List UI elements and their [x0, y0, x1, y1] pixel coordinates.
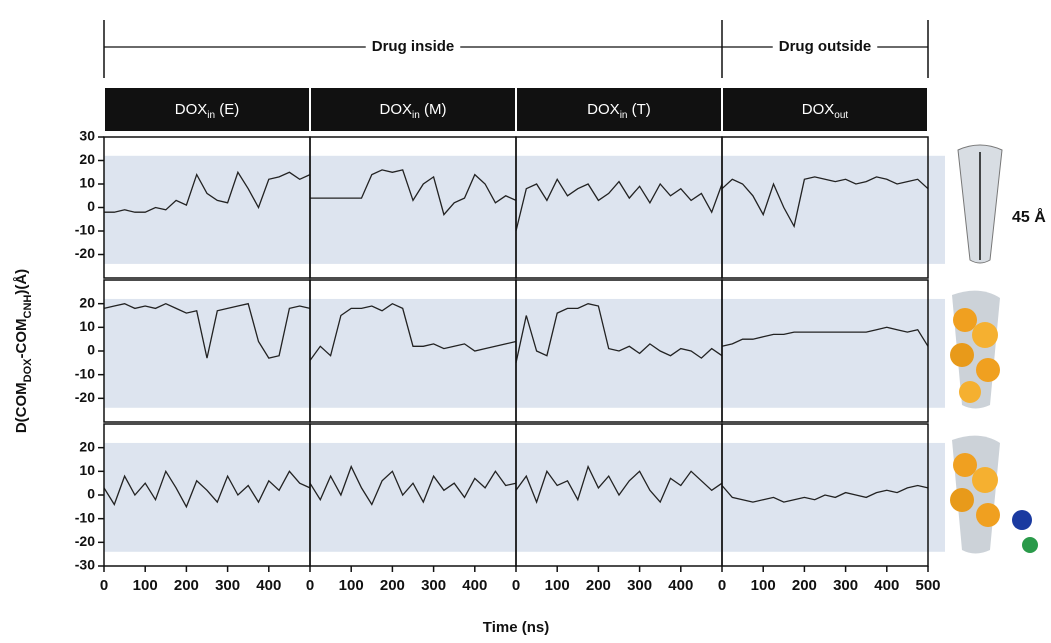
label-sub: CNH: [22, 295, 34, 319]
trace: [309, 464, 517, 506]
trace: [515, 177, 723, 232]
x-tick-label: 500: [915, 577, 940, 594]
label-tail: (E): [215, 101, 239, 118]
trace: [104, 170, 311, 213]
x-tick-label: 200: [792, 577, 817, 594]
x-tick-label: 400: [462, 577, 487, 594]
label-tail: (M): [420, 101, 447, 118]
y-tick-label: 20: [79, 151, 95, 167]
y-tick-label: 20: [79, 294, 95, 310]
shaded-band: [104, 298, 945, 408]
x-tick-label: 400: [668, 577, 693, 594]
column-header: [723, 88, 927, 131]
x-tick-label: 200: [380, 577, 405, 594]
y-tick-label: -10: [75, 365, 95, 381]
x-axis-label: Time (ns): [483, 619, 549, 636]
label-sub: in: [412, 110, 420, 121]
column-label: DOXin (M): [380, 101, 447, 121]
trace: [103, 302, 311, 359]
annotation: 45 Å: [1012, 207, 1046, 226]
group-label: Drug inside: [372, 38, 455, 55]
x-tick-label: 0: [100, 577, 108, 594]
label-background: [772, 37, 878, 55]
x-tick-label: 0: [306, 577, 314, 594]
label-main: DOX: [380, 101, 413, 118]
trace: [103, 469, 311, 509]
y-tick-label: 20: [79, 438, 95, 454]
column-label: DOXin (E): [175, 101, 239, 121]
column-header: [517, 88, 721, 131]
label-main: DOX: [175, 101, 208, 118]
shaded-band: [104, 155, 945, 264]
x-tick-label: 400: [256, 577, 281, 594]
panel-frame: [721, 279, 929, 423]
trace: [721, 326, 929, 347]
x-tick-label: 200: [586, 577, 611, 594]
x-tick-label: 0: [718, 577, 726, 594]
y-tick-label: -20: [75, 389, 95, 405]
x-tick-label: 100: [751, 577, 776, 594]
label-part: )(Å): [13, 269, 30, 295]
label-background: [365, 37, 461, 55]
trace: [309, 302, 517, 361]
structure-images: [950, 144, 1038, 554]
x-tick-label: 200: [174, 577, 199, 594]
label-sub: in: [207, 110, 215, 121]
x-tick-label: 100: [339, 577, 364, 594]
x-tick-label: 400: [874, 577, 899, 594]
label-sub: out: [834, 110, 848, 121]
y-tick-label: -20: [75, 245, 95, 261]
y-tick-label: 30: [79, 128, 95, 144]
y-tick-label: -30: [75, 557, 95, 573]
label-part: D(COM: [13, 382, 30, 433]
y-tick-label: 0: [87, 342, 95, 358]
x-tick-label: 300: [421, 577, 446, 594]
y-axis-label: D(COMDOX-COMCNH)(Å): [13, 269, 34, 433]
x-tick-label: 300: [833, 577, 858, 594]
y-tick-label: 0: [87, 198, 95, 214]
label-sub: in: [620, 110, 628, 121]
label-part: -COM: [13, 319, 30, 359]
label-sub: DOX: [22, 358, 34, 383]
y-tick-label: 10: [79, 462, 95, 478]
trace: [721, 176, 929, 229]
y-tick-label: -10: [75, 509, 95, 525]
trace: [721, 484, 929, 503]
y-tick-label: 10: [79, 175, 95, 191]
protein-image: [950, 435, 1038, 554]
protein-image: [950, 290, 1000, 409]
column-header: [105, 88, 309, 131]
trace: [310, 169, 517, 216]
y-tick-label: 10: [79, 318, 95, 334]
label-main: DOX: [587, 101, 620, 118]
group-label: Drug outside: [779, 38, 872, 55]
column-label: DOXin (T): [587, 101, 651, 121]
label-main: DOX: [802, 101, 835, 118]
trace: [515, 303, 723, 363]
label-tail: (T): [627, 101, 650, 118]
panel-frame: [721, 423, 929, 567]
y-tick-label: 0: [87, 486, 95, 502]
column-header: [311, 88, 515, 131]
y-tick-label: -10: [75, 222, 95, 238]
x-tick-label: 100: [133, 577, 158, 594]
x-tick-label: 300: [215, 577, 240, 594]
column-label: DOXout: [802, 101, 849, 121]
y-tick-label: -20: [75, 533, 95, 549]
panel-frame: [721, 136, 929, 279]
x-tick-label: 300: [627, 577, 652, 594]
x-tick-label: 0: [512, 577, 520, 594]
x-tick-label: 100: [545, 577, 570, 594]
trace: [515, 464, 723, 504]
